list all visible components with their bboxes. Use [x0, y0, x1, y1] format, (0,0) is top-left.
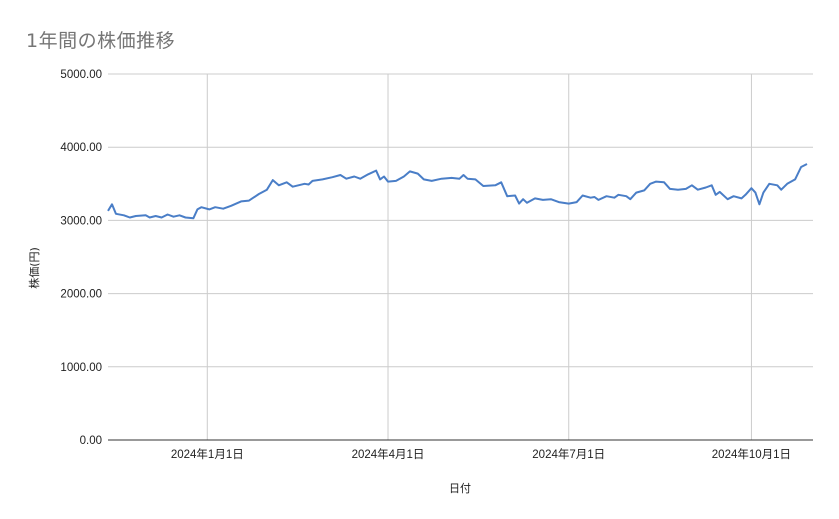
chart-title: 1年間の株価推移 — [26, 30, 176, 52]
y-tick-label: 2000.00 — [60, 289, 102, 301]
x-tick-label: 2024年7月1日 — [532, 447, 605, 461]
y-tick-label: 5000.00 — [60, 69, 102, 81]
price-line-series — [107, 163, 808, 220]
y-tick-label: 4000.00 — [60, 142, 102, 154]
x-tick-label: 2024年1月1日 — [171, 447, 244, 461]
x-axis-ticks: 2024年1月1日 2024年4月1日 2024年7月1日 2024年10月1日 — [171, 447, 791, 461]
y-axis-title: 株価(円) — [27, 247, 41, 289]
gridlines — [108, 73, 813, 440]
y-axis-ticks: 0.00 1000.00 2000.00 3000.00 4000.00 5000.00 — [60, 69, 102, 447]
x-tick-label: 2024年10月1日 — [712, 447, 791, 461]
x-tick-label: 2024年4月1日 — [352, 447, 425, 461]
x-axis-title: 日付 — [449, 482, 471, 495]
y-tick-label: 1000.00 — [60, 362, 102, 374]
y-tick-label: 0.00 — [80, 435, 102, 447]
y-tick-label: 3000.00 — [60, 215, 102, 227]
